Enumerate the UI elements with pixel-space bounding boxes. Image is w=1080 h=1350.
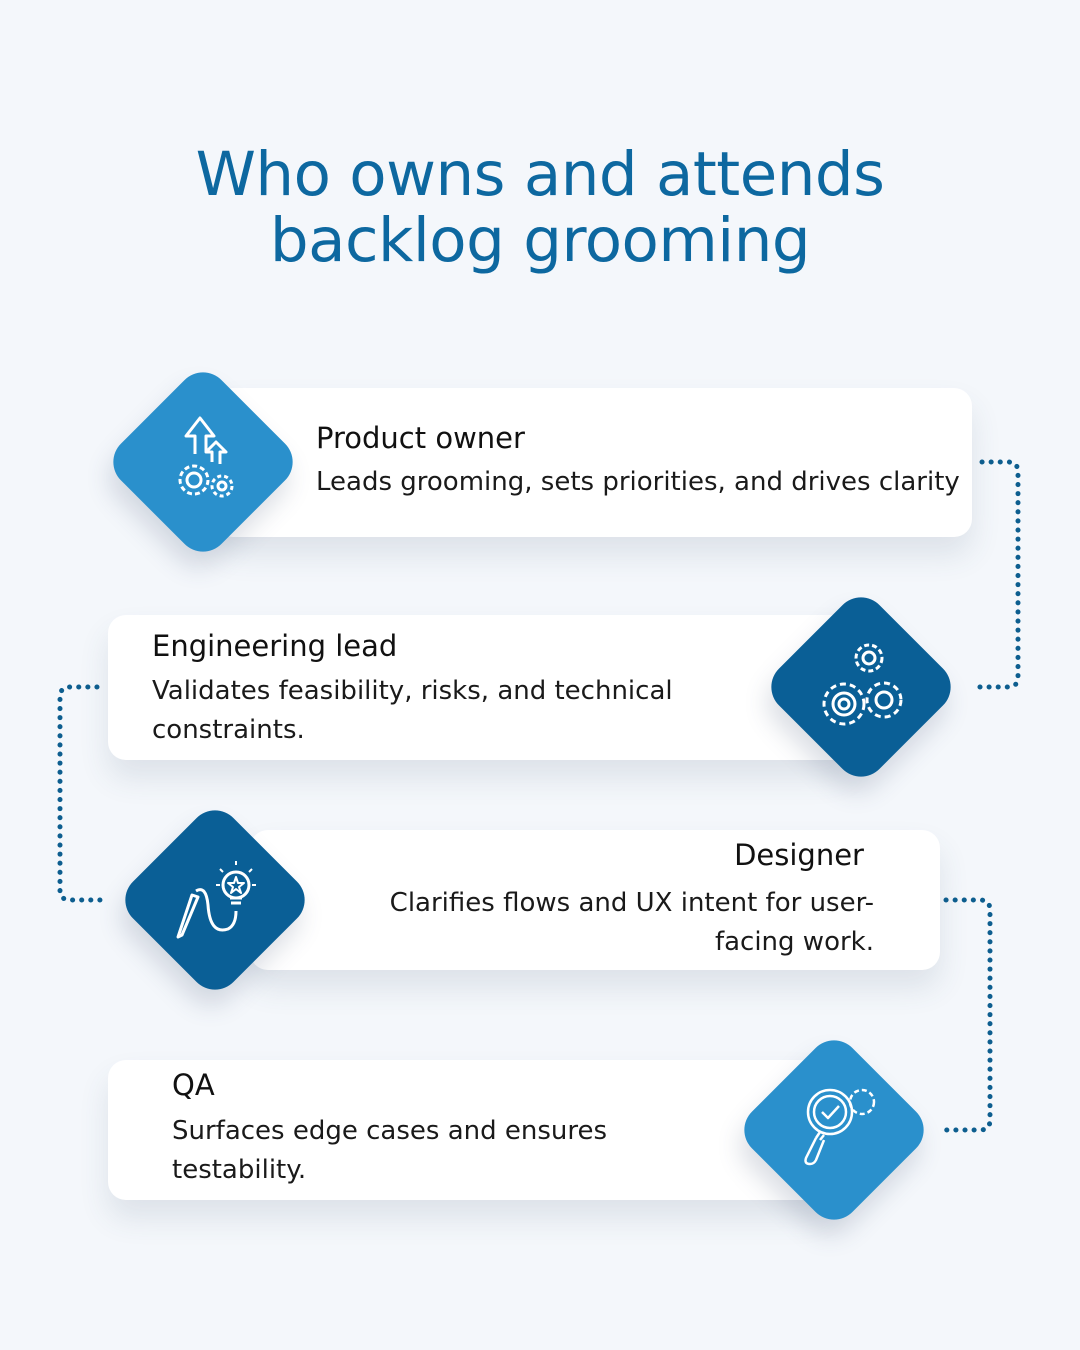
role-name: Product owner [316, 421, 525, 455]
role-description: Clarifies flows and UX intent for user-f… [389, 888, 874, 957]
connector-3-4 [940, 897, 993, 1133]
pencil-lightbulb-icon [170, 855, 260, 945]
role-name: Designer [734, 838, 864, 872]
connector-1-2 [969, 459, 1021, 690]
connector-2-3 [57, 684, 109, 903]
role-name: Engineering lead [152, 629, 398, 663]
page-title: Who owns and attends backlog grooming [0, 142, 1080, 274]
role-card-engineering-lead: Engineering lead Validates feasibility, … [108, 615, 850, 760]
role-card-designer: Designer Clarifies flows and UX intent f… [250, 830, 940, 970]
arrows-up-gears-icon [160, 412, 250, 502]
title-line-2: backlog grooming [269, 205, 811, 276]
gears-icon [816, 640, 906, 730]
role-description: Validates feasibility, risks, and techni… [152, 676, 673, 745]
role-name: QA [172, 1068, 215, 1102]
magnifier-check-gear-icon [794, 1080, 884, 1170]
role-card-product-owner: Product owner Leads grooming, sets prior… [215, 388, 972, 537]
role-description: Leads grooming, sets priorities, and dri… [316, 467, 960, 497]
role-card-qa: QA Surfaces edge cases and ensures testa… [108, 1060, 830, 1200]
title-line-1: Who owns and attends [195, 139, 885, 210]
role-description: Surfaces edge cases and ensures testabil… [172, 1116, 608, 1185]
